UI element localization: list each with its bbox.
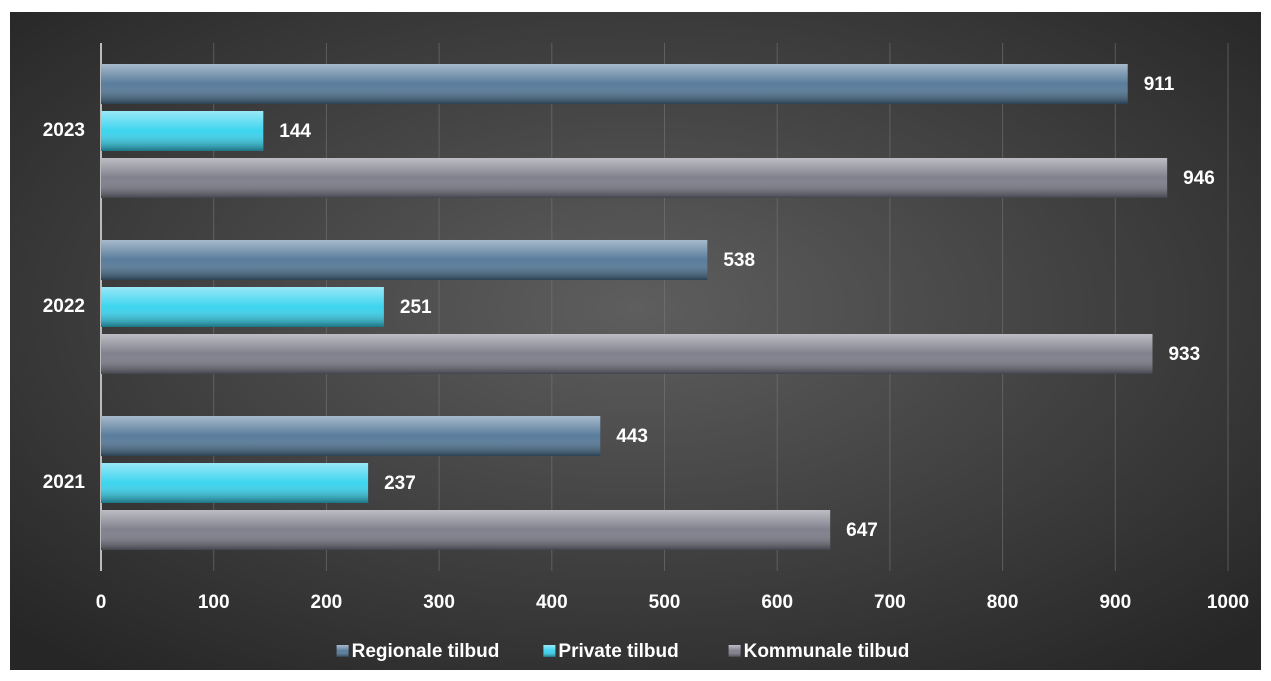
x-tick-label: 800 [987, 592, 1019, 613]
bar-sheen [101, 158, 1168, 198]
x-tick-label: 0 [96, 592, 107, 613]
bar-sheen [101, 64, 1128, 104]
data-label: 538 [723, 250, 755, 271]
x-tick-label: 700 [874, 592, 906, 613]
data-label: 933 [1168, 344, 1200, 365]
data-label: 251 [400, 297, 432, 318]
legend-label: Kommunale tilbud [744, 641, 910, 662]
bar-sheen [101, 334, 1153, 374]
bar-sheen [101, 416, 601, 456]
y-tick-label: 2023 [43, 120, 85, 141]
legend-label: Private tilbud [558, 641, 678, 662]
legend-label: Regionale tilbud [352, 641, 500, 662]
x-tick-label: 300 [423, 592, 455, 613]
x-tick-label: 500 [649, 592, 681, 613]
legend-swatch-sheen [543, 645, 556, 657]
x-tick-label: 1000 [1207, 592, 1249, 613]
y-tick-label: 2021 [43, 472, 86, 493]
data-label: 237 [384, 473, 416, 494]
legend-swatch-sheen [728, 645, 741, 657]
data-label: 911 [1144, 74, 1175, 95]
data-label: 443 [616, 426, 648, 447]
bar-sheen [101, 463, 369, 503]
bar-sheen [101, 240, 708, 280]
data-label: 144 [279, 121, 311, 142]
x-tick-label: 200 [311, 592, 343, 613]
legend-swatch-sheen [336, 645, 349, 657]
bar-sheen [101, 510, 831, 550]
x-tick-label: 600 [761, 592, 793, 613]
x-tick-label: 100 [198, 592, 230, 613]
bar-sheen [101, 111, 264, 151]
data-label: 647 [846, 520, 878, 541]
x-tick-label: 900 [1099, 592, 1131, 613]
y-tick-label: 2022 [43, 296, 85, 317]
x-tick-label: 400 [536, 592, 568, 613]
bar-sheen [101, 287, 384, 327]
data-label: 946 [1183, 168, 1215, 189]
